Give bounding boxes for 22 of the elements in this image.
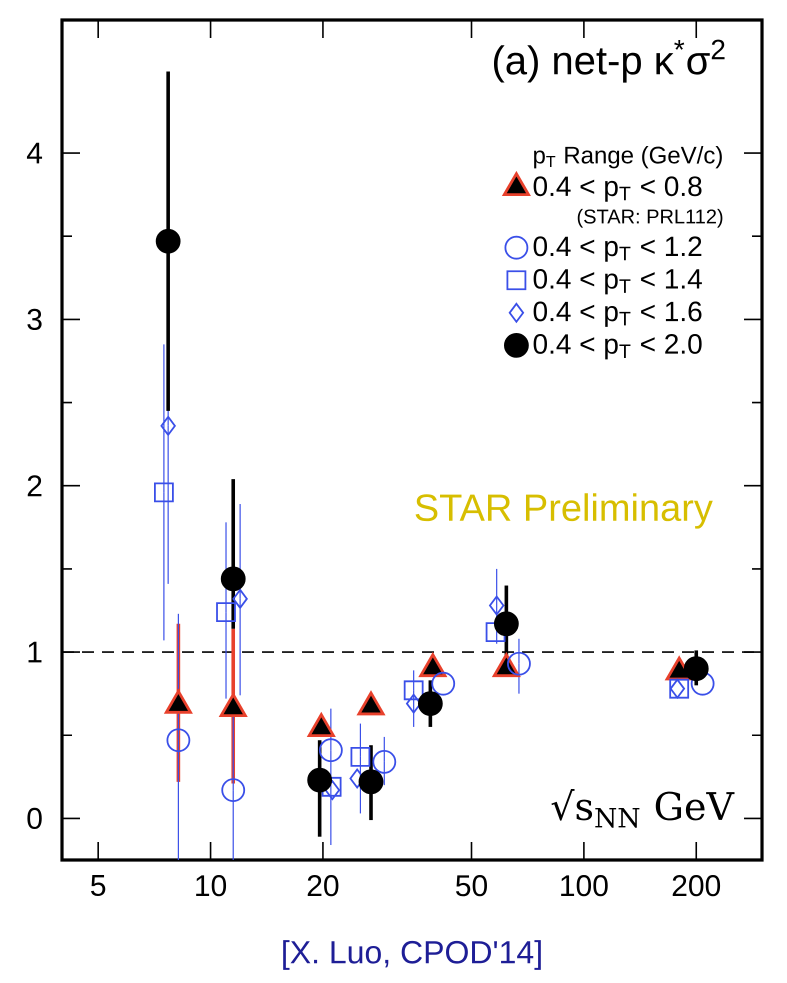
y-tick-label: 3 — [27, 308, 42, 330]
y-tick-label: 0 — [27, 808, 42, 830]
annotation: (a) net-p κ$^{*}$σ$^{2}$ — [494, 40, 725, 83]
x-tick-label: 20 — [308, 875, 338, 896]
annotation: (STAR: PRL112) — [578, 208, 722, 228]
annotation: STAR Preliminary — [416, 493, 713, 529]
legend-label: 0.4 < p$_{T}$ < 1.2 — [534, 236, 702, 262]
legend-label: 0.4 < p$_{T}$ < 0.8 — [534, 176, 702, 202]
legend-title: p$_{T}$ Range (GeV/c) — [534, 146, 722, 168]
legend-label: 0.4 < p$_{T}$ < 1.6 — [534, 302, 702, 327]
x-tick-label: 50 — [456, 875, 487, 896]
text: [X. Luo, CPOD'14] — [283, 940, 541, 970]
y-tick-label: 2 — [28, 475, 42, 496]
x-tick-label: 200 — [672, 875, 720, 896]
x-tick-label: 5 — [91, 875, 106, 896]
y-tick-label: 4 — [26, 142, 42, 164]
y-tick-label: 1 — [28, 642, 42, 662]
x-axis-title: √s$_{NN}$ GeV — [551, 789, 734, 828]
x-tick-label: 100 — [561, 875, 608, 896]
legend-label: 0.4 < p$_{T}$ < 1.4 — [534, 268, 702, 294]
x-tick-label: 10 — [196, 875, 226, 896]
legend-label: 0.4 < p$_{T}$ < 2.0 — [534, 334, 702, 360]
